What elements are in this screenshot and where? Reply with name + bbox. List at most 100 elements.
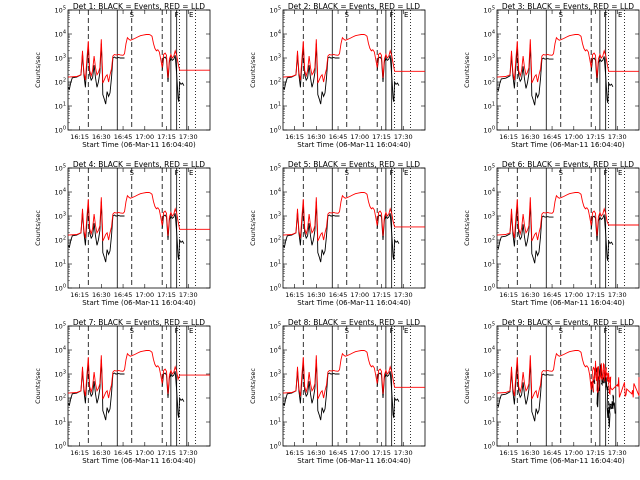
x-tick-label: 17:00 (564, 449, 583, 457)
y-tick-label: 100 (484, 126, 495, 135)
y-axis-label: Counts/sec (34, 210, 42, 246)
y-tick-exponent: 1 (492, 418, 495, 424)
y-tick-label: 101 (55, 102, 66, 111)
plot-frame (496, 167, 640, 289)
x-axis-label: Start Time (06-Mar-11 16:04:40) (82, 141, 196, 149)
y-tick-label: 100 (55, 442, 66, 451)
y-tick-exponent: 2 (278, 394, 281, 400)
y-tick-exponent: 2 (278, 78, 281, 84)
x-tick-label: 16:30 (521, 291, 540, 299)
x-tick-label: 17:00 (135, 291, 154, 299)
y-tick-label: 102 (484, 236, 495, 245)
x-axis-label: Start Time (06-Mar-11 16:04:40) (297, 457, 411, 465)
plot-frame (496, 9, 640, 131)
y-tick-exponent: 0 (278, 126, 281, 132)
x-tick-label: 17:30 (608, 291, 627, 299)
y-tick-label: 100 (484, 442, 495, 451)
marker-letter: F (390, 327, 394, 335)
x-tick-label: 17:15 (586, 133, 605, 141)
y-tick-label: 105 (55, 6, 66, 15)
marker-letter: F (604, 11, 608, 19)
x-tick-label: 16:30 (92, 449, 111, 457)
y-axis-label: Counts/sec (463, 52, 471, 88)
x-tick-label: 16:15 (499, 133, 518, 141)
y-tick-exponent: 2 (63, 236, 66, 242)
marker-letter: E (404, 11, 408, 19)
y-tick-label: 101 (55, 260, 66, 269)
y-tick-exponent: 0 (492, 442, 495, 448)
plot-frame (67, 167, 211, 289)
x-tick-label: 17:30 (608, 133, 627, 141)
y-axis-label: Counts/sec (34, 368, 42, 404)
series-lld-line (496, 192, 639, 242)
x-tick-label: 17:15 (157, 291, 176, 299)
x-tick-label: 16:15 (285, 291, 304, 299)
y-tick-label: 102 (484, 78, 495, 87)
y-tick-exponent: 3 (492, 212, 495, 218)
x-tick-label: 16:30 (307, 291, 326, 299)
y-axis-label: Counts/sec (249, 52, 257, 88)
y-axis-label: Counts/sec (463, 210, 471, 246)
x-tick-label: 17:00 (564, 133, 583, 141)
x-axis-label: Start Time (06-Mar-11 16:04:40) (511, 299, 625, 307)
x-tick-label: 17:30 (179, 291, 198, 299)
marker-letter: E (189, 169, 193, 177)
y-tick-exponent: 2 (492, 394, 495, 400)
y-tick-label: 105 (270, 164, 281, 173)
y-tick-exponent: 5 (492, 6, 495, 12)
y-tick-label: 105 (484, 164, 495, 173)
marker-letter: E (189, 327, 193, 335)
y-tick-exponent: 1 (492, 260, 495, 266)
x-tick-label: 16:45 (543, 133, 562, 141)
y-tick-exponent: 5 (492, 164, 495, 170)
x-tick-label: 16:15 (499, 291, 518, 299)
y-tick-label: 103 (270, 370, 281, 379)
y-tick-label: 100 (484, 284, 495, 293)
x-tick-label: 17:15 (586, 449, 605, 457)
x-tick-label: 16:15 (70, 133, 89, 141)
y-tick-exponent: 4 (492, 30, 495, 36)
y-tick-label: 101 (270, 260, 281, 269)
y-tick-label: 105 (270, 322, 281, 331)
y-tick-label: 101 (270, 102, 281, 111)
series-lld-line (67, 34, 210, 84)
x-tick-label: 17:30 (179, 133, 198, 141)
marker-letter: E (618, 327, 622, 335)
marker-letter: S (345, 169, 350, 177)
x-tick-label: 16:15 (285, 133, 304, 141)
x-tick-label: 16:45 (329, 449, 348, 457)
x-tick-label: 17:15 (586, 291, 605, 299)
y-tick-label: 103 (484, 370, 495, 379)
y-tick-exponent: 4 (492, 188, 495, 194)
panel-det-8: Det 8: BLACK = Events, RED = LLD10010110… (249, 318, 426, 465)
marker-letter: S (345, 327, 350, 335)
y-tick-label: 102 (270, 394, 281, 403)
x-axis-label: Start Time (06-Mar-11 16:04:40) (82, 457, 196, 465)
y-tick-label: 105 (270, 6, 281, 15)
panel-det-1: Det 1: BLACK = Events, RED = LLD10010110… (34, 2, 211, 149)
panel-title: Det 9: BLACK = Events, RED = LLD (502, 318, 634, 327)
marker-letter: F (175, 169, 179, 177)
y-tick-label: 101 (484, 102, 495, 111)
x-tick-label: 17:15 (372, 449, 391, 457)
y-tick-exponent: 5 (63, 6, 66, 12)
y-tick-exponent: 3 (278, 54, 281, 60)
y-tick-label: 103 (55, 370, 66, 379)
y-tick-exponent: 2 (492, 236, 495, 242)
y-tick-label: 105 (55, 164, 66, 173)
plot-frame (282, 325, 426, 447)
series-events-line (282, 359, 400, 421)
x-tick-label: 17:00 (135, 449, 154, 457)
y-tick-exponent: 5 (63, 164, 66, 170)
y-tick-label: 104 (484, 188, 495, 197)
x-tick-label: 16:30 (92, 133, 111, 141)
panel-title: Det 1: BLACK = Events, RED = LLD (73, 2, 205, 11)
y-tick-label: 103 (55, 212, 66, 221)
series-lld-line (282, 350, 425, 400)
y-tick-label: 104 (270, 188, 281, 197)
y-tick-label: 104 (55, 30, 66, 39)
y-tick-exponent: 2 (63, 78, 66, 84)
panel-det-5: Det 5: BLACK = Events, RED = LLD10010110… (249, 160, 426, 307)
marker-letter: S (559, 11, 564, 19)
marker-letter: S (559, 327, 564, 335)
